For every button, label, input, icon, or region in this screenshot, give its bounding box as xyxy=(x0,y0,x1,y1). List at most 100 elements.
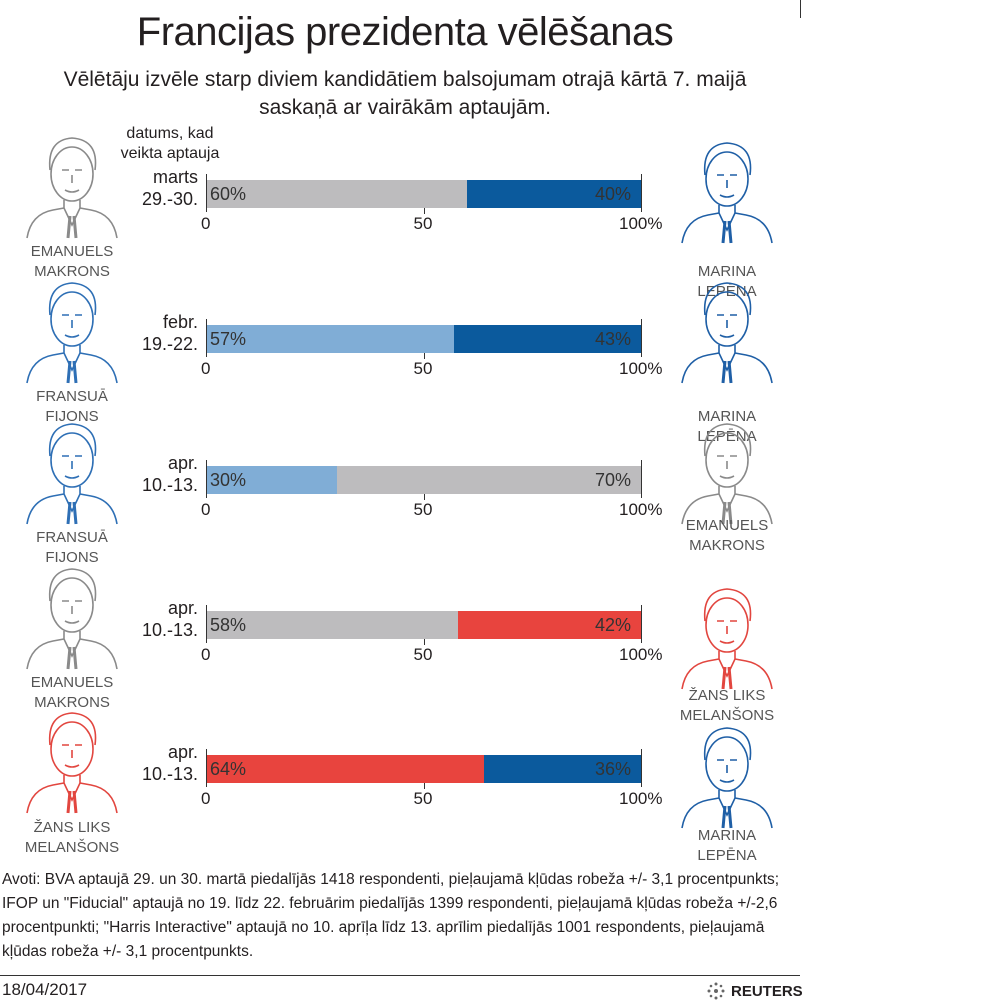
tick-label: 100% xyxy=(619,359,663,378)
tick-label: 0 xyxy=(201,214,211,233)
tick-label: 50 xyxy=(413,645,433,664)
x-axis: 0 50 100% xyxy=(201,749,662,809)
x-axis: 0 50 100% xyxy=(201,319,662,379)
poll-row: FRANSUĀ FIJONS EMANUELS MAKRONS apr. 10.-13… xyxy=(0,416,800,566)
x-axis: 0 50 100% xyxy=(201,174,662,234)
footer-divider xyxy=(0,975,800,976)
axis-tick xyxy=(641,460,642,498)
name-line: ŽANS LIKS xyxy=(33,819,111,836)
chart-title: Francijas prezidenta vēlēšanas xyxy=(136,10,674,54)
axis-tick xyxy=(206,605,207,643)
tick-label: 0 xyxy=(201,645,211,664)
right-candidate-portrait xyxy=(672,581,782,691)
name-line: EMANUELS xyxy=(30,674,114,691)
name-line: ŽANS LIKS xyxy=(688,687,766,704)
left-candidate-name: FRANSUĀ FIJONS xyxy=(7,387,137,427)
axis-tick xyxy=(206,460,207,498)
tick-label: 100% xyxy=(619,645,663,664)
stacked-bar: 57% 43% xyxy=(206,325,641,353)
left-candidate-portrait xyxy=(17,416,127,526)
tick-label: 0 xyxy=(201,359,211,378)
left-candidate-name: EMANUELS MAKRONS xyxy=(7,242,137,282)
bar-left-segment: 60% xyxy=(206,180,467,208)
name-line: LEPĒNA xyxy=(697,847,757,864)
left-candidate-name: ŽANS LIKS MELANŠONS xyxy=(7,818,137,858)
axis-tick xyxy=(641,605,642,643)
tick-label: 50 xyxy=(413,789,433,808)
bar-left-segment: 58% xyxy=(206,611,459,639)
chart-subtitle: Vēlētāju izvēle starp diviem kandidātiem… xyxy=(0,66,810,122)
name-line: MELANŠONS xyxy=(679,707,775,724)
bar-right-segment: 40% xyxy=(467,180,641,208)
axis-tick xyxy=(423,353,425,359)
right-candidate-portrait xyxy=(672,416,782,526)
right-candidate-portrait xyxy=(672,135,782,245)
date-line: 10.-13. xyxy=(141,764,198,784)
subtitle-line: Vēlētāju izvēle starp diviem kandidātiem… xyxy=(63,68,747,91)
stacked-bar: 60% 40% xyxy=(206,180,641,208)
name-line: FRANSUĀ xyxy=(36,529,108,546)
axis-tick xyxy=(641,749,642,787)
stacked-bar: 30% 70% xyxy=(206,466,641,494)
right-candidate-portrait xyxy=(672,720,782,830)
reuters-wordmark: REUTERS xyxy=(731,982,803,1000)
stacked-bar: 58% 42% xyxy=(206,611,641,639)
poll-row: EMANUELS MAKRONS MARINA LEPĒNA marts 29.-30… xyxy=(0,130,800,300)
axis-tick xyxy=(423,783,425,789)
date-header-line: veikta aptauja xyxy=(120,145,220,162)
right-candidate-name: EMANUELS MAKRONS xyxy=(662,516,792,556)
axis-tick xyxy=(423,639,425,645)
axis-tick xyxy=(206,174,207,212)
tick-label: 100% xyxy=(619,214,663,233)
bar-right-segment: 43% xyxy=(453,325,641,353)
right-candidate-name: ŽANS LIKS MELANŠONS xyxy=(662,686,792,726)
name-line: FIJONS xyxy=(45,408,99,425)
right-candidate-portrait xyxy=(672,275,782,385)
tick-label: 0 xyxy=(201,789,211,808)
bar-right-segment: 70% xyxy=(336,466,641,494)
left-candidate-name: EMANUELS MAKRONS xyxy=(7,673,137,713)
subtitle-line: saskaņā ar vairākām aptaujām. xyxy=(259,96,551,119)
frame-line xyxy=(800,0,801,18)
date-line: apr. xyxy=(167,598,198,618)
axis-tick xyxy=(641,174,642,212)
name-line: MARINA xyxy=(697,827,757,844)
bar-right-segment: 42% xyxy=(458,611,641,639)
date-line: 10.-13. xyxy=(141,475,198,495)
poll-date: apr. 10.-13. xyxy=(118,741,198,785)
bar-left-segment: 64% xyxy=(206,755,485,783)
name-line: MAKRONS xyxy=(689,537,765,554)
date-line: apr. xyxy=(167,742,198,762)
bar-left-segment: 57% xyxy=(206,325,454,353)
date-line: 19.-22. xyxy=(141,334,198,354)
date-header: datums, kad veikta aptauja xyxy=(110,124,230,164)
axis-tick xyxy=(206,749,207,787)
tick-label: 100% xyxy=(619,500,663,519)
tick-label: 100% xyxy=(619,789,663,808)
name-line: MARINA xyxy=(697,408,757,425)
stacked-bar: 64% 36% xyxy=(206,755,641,783)
axis-tick xyxy=(641,319,642,357)
date-line: 10.-13. xyxy=(141,620,198,640)
poll-date: apr. 10.-13. xyxy=(118,452,198,496)
name-line: FIJONS xyxy=(45,549,99,566)
publish-date: 18/04/2017 xyxy=(2,980,88,999)
poll-row: EMANUELS MAKRONS ŽANS LIKS MELANŠONS apr. 1… xyxy=(0,561,800,724)
poll-row: FRANSUĀ FIJONS MARINA LEPĒNA febr. 19.-22. … xyxy=(0,275,800,445)
left-candidate-portrait xyxy=(17,561,127,671)
tick-label: 50 xyxy=(413,500,433,519)
left-candidate-portrait xyxy=(17,130,127,240)
tick-label: 50 xyxy=(413,359,433,378)
name-line: MELANŠONS xyxy=(24,839,120,856)
poll-date: apr. 10.-13. xyxy=(118,597,198,641)
tick-label: 50 xyxy=(413,214,433,233)
axis-tick xyxy=(206,319,207,357)
x-axis: 0 50 100% xyxy=(201,605,662,665)
poll-date: febr. 19.-22. xyxy=(118,311,198,355)
name-line: EMANUELS xyxy=(30,243,114,260)
name-line: MAKRONS xyxy=(34,694,110,711)
date-header-line: datums, kad xyxy=(126,125,214,142)
name-line: EMANUELS xyxy=(685,517,769,534)
bar-left-segment: 30% xyxy=(206,466,337,494)
x-axis: 0 50 100% xyxy=(201,460,662,520)
